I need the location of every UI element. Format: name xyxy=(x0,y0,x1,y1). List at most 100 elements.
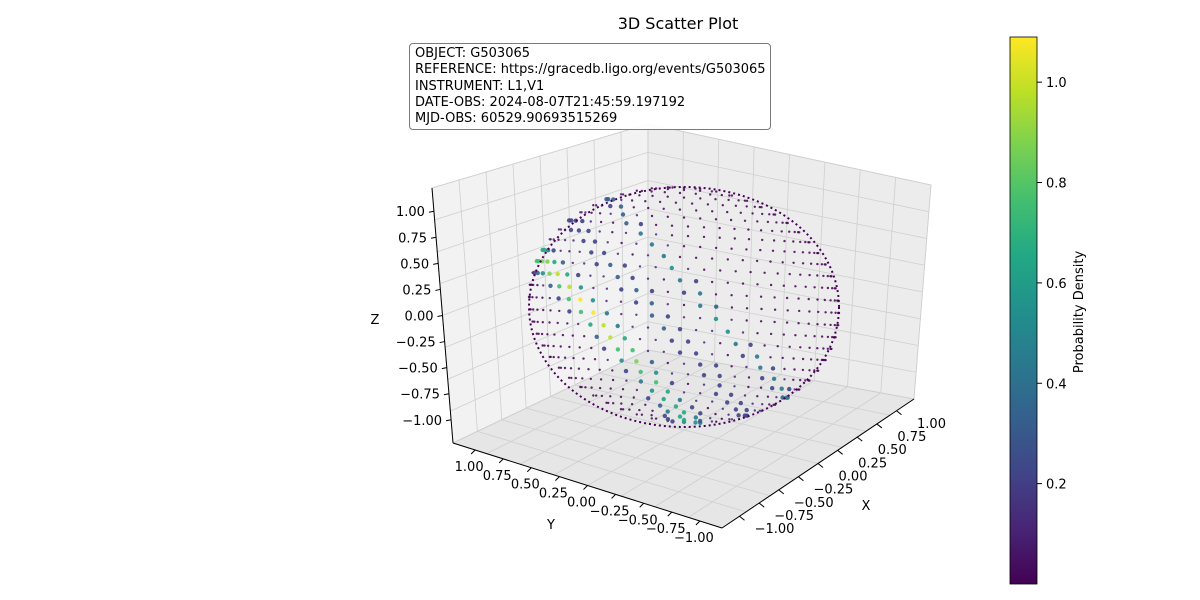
scatter-point xyxy=(625,379,628,382)
z-tick xyxy=(443,393,450,396)
scatter-point xyxy=(670,372,674,375)
z-tick xyxy=(441,367,447,370)
scatter-point xyxy=(826,335,830,339)
scatter-point xyxy=(546,344,550,347)
scatter-point xyxy=(552,355,555,359)
scatter-point xyxy=(736,413,741,418)
scatter-point xyxy=(632,206,635,209)
scatter-point xyxy=(682,188,686,192)
scatter-point xyxy=(787,386,792,392)
scatter-point xyxy=(646,254,650,257)
scatter-point xyxy=(761,238,764,242)
scatter-point xyxy=(706,406,710,410)
scatter-point xyxy=(730,365,733,368)
scatter-point xyxy=(531,271,534,274)
scatter-point xyxy=(609,387,612,390)
scatter-point xyxy=(598,230,601,233)
scatter-point xyxy=(666,303,669,306)
grid-line xyxy=(620,380,815,497)
scatter-point xyxy=(798,309,801,313)
scatter-point xyxy=(699,245,702,249)
scatter-point xyxy=(728,392,734,397)
scatter-point xyxy=(559,249,562,252)
scatter-point xyxy=(598,386,602,390)
scatter-point xyxy=(555,271,560,277)
scatter-point xyxy=(796,231,800,234)
scatter-point xyxy=(605,299,608,303)
scatter-point xyxy=(638,379,644,384)
scatter-point xyxy=(792,261,795,264)
scatter-point xyxy=(546,333,549,336)
scatter-point xyxy=(822,274,825,278)
x-tick-label: −0.50 xyxy=(794,496,834,511)
grid-line xyxy=(439,208,649,285)
scatter-point xyxy=(702,383,706,386)
scatter-point xyxy=(745,307,749,310)
scatter-point xyxy=(694,192,697,195)
grid-line xyxy=(593,139,600,374)
y-tick-label: 1.00 xyxy=(455,460,484,475)
scatter-point xyxy=(728,418,731,421)
scatter-point xyxy=(615,347,621,352)
scatter-point xyxy=(589,377,592,381)
scatter-point xyxy=(833,323,836,327)
scatter-point xyxy=(650,417,653,420)
grid-line xyxy=(574,384,843,448)
scatter-point xyxy=(566,296,571,302)
scatter-point xyxy=(718,236,721,239)
scatter-point xyxy=(593,358,597,361)
scatter-point xyxy=(751,212,754,215)
scatter-point xyxy=(578,297,583,302)
scatter-point xyxy=(709,193,712,196)
scatter-point xyxy=(681,417,687,423)
scatter-point xyxy=(621,388,625,391)
scatter-point xyxy=(556,321,559,325)
scatter-point xyxy=(669,380,675,386)
colorbar-tick-label: 0.6 xyxy=(1046,277,1067,292)
scatter-point xyxy=(689,405,695,410)
y-tick-label: 0.50 xyxy=(511,478,540,493)
grid-line xyxy=(431,123,649,189)
scatter-point xyxy=(663,191,666,194)
x-tick xyxy=(758,502,765,508)
scatter-point xyxy=(799,378,802,382)
scatter-point xyxy=(737,199,740,202)
scatter-point xyxy=(578,346,581,349)
scatter-point xyxy=(646,396,651,401)
z-tick xyxy=(439,341,445,344)
scatter-point xyxy=(781,261,784,264)
scatter-point xyxy=(576,228,582,233)
scatter-point xyxy=(698,411,703,416)
scatter-point xyxy=(590,346,593,350)
scatter-point xyxy=(527,295,531,299)
scatter-point xyxy=(726,258,729,261)
scatter-point xyxy=(699,392,702,395)
scatter-point xyxy=(563,238,567,242)
scatter-point xyxy=(733,341,738,347)
scatter-point xyxy=(823,323,826,326)
scatter-point xyxy=(590,211,593,214)
scatter-point xyxy=(714,293,718,296)
scatter-point xyxy=(567,376,571,379)
scatter-point xyxy=(578,250,581,253)
x-tick xyxy=(739,515,745,521)
scatter-point xyxy=(584,386,587,389)
scatter-point xyxy=(740,353,745,359)
z-tick-label: −0.75 xyxy=(400,388,440,403)
scatter-point xyxy=(759,320,763,323)
scatter-point xyxy=(820,286,824,289)
scatter-point xyxy=(599,220,603,224)
scatter-point xyxy=(809,262,813,265)
scatter-point xyxy=(607,401,610,405)
scatter-point xyxy=(694,328,698,332)
scatter-point xyxy=(721,204,724,207)
scatter-point xyxy=(535,332,538,335)
scatter-point xyxy=(710,329,714,333)
scatter-point xyxy=(568,345,571,349)
grid-line xyxy=(437,180,649,253)
axis-group: −1.00−0.75−0.50−0.250.000.250.500.751.00… xyxy=(371,187,946,546)
scatter-point xyxy=(632,396,635,399)
scatter-point xyxy=(830,311,833,314)
scatter-point xyxy=(760,206,763,209)
scatter-point xyxy=(601,250,607,256)
